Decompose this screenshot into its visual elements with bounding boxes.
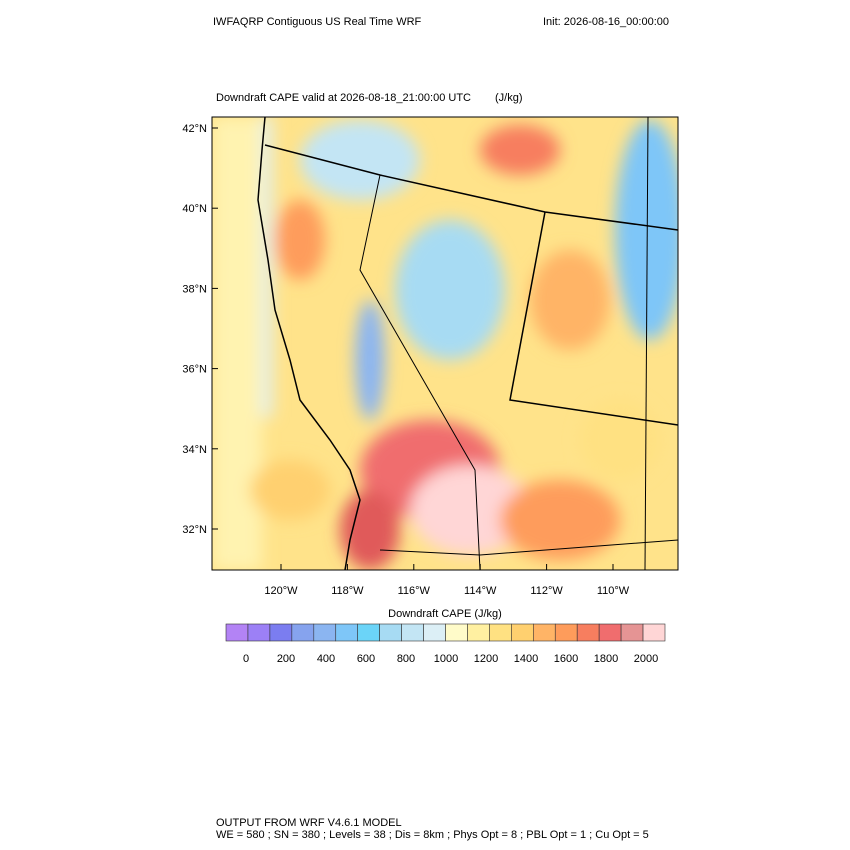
lon-label: 110°W bbox=[597, 585, 630, 597]
lon-label: 120°W bbox=[264, 585, 298, 597]
lat-label: 38°N bbox=[182, 283, 207, 295]
colorbar-box bbox=[379, 623, 402, 642]
units: (J/kg) bbox=[495, 92, 523, 104]
colorbar-box bbox=[357, 623, 380, 642]
colorbar-label: 600 bbox=[357, 653, 375, 665]
colorbar-box bbox=[576, 623, 600, 642]
lat-label: 40°N bbox=[182, 203, 207, 215]
colorbar-box bbox=[445, 623, 468, 642]
lon-label: 116°W bbox=[398, 585, 431, 597]
colorbar-label: 2000 bbox=[634, 653, 658, 665]
lon-label: 118°W bbox=[331, 585, 364, 597]
colorbar-box bbox=[423, 623, 446, 642]
colorbar-label: 1800 bbox=[594, 653, 618, 665]
colorbar-box bbox=[620, 623, 644, 642]
colorbar-label: 400 bbox=[317, 653, 335, 665]
colorbar: 0 200 400 600 800 1000 1200 1400 1600 1800 2000 bbox=[225, 623, 666, 665]
colorbar-box bbox=[489, 623, 512, 642]
lon-label: 114°W bbox=[464, 585, 497, 597]
colorbar-box bbox=[511, 623, 534, 642]
title: IWFAQRP Contiguous US Real Time WRF bbox=[213, 16, 422, 28]
colorbar-label: 1400 bbox=[514, 653, 538, 665]
init-time: Init: 2026-08-16_00:00:00 bbox=[543, 16, 669, 28]
colorbar-box bbox=[554, 623, 578, 642]
colorbar-box bbox=[598, 623, 622, 642]
lat-label: 42°N bbox=[182, 123, 207, 135]
lon-axis: 120°W 118°W 116°W 114°W 112°W 110°W bbox=[264, 564, 630, 597]
colorbar-box bbox=[313, 623, 337, 642]
colorbar-box bbox=[401, 623, 424, 642]
colorbar-label: 800 bbox=[397, 653, 415, 665]
colorbar-box bbox=[247, 623, 271, 642]
colorbar-label: 1000 bbox=[434, 653, 458, 665]
footer-line: OUTPUT FROM WRF V4.6.1 MODEL bbox=[216, 817, 402, 829]
colorbar-box bbox=[291, 623, 315, 642]
colorbar-box bbox=[642, 623, 666, 642]
colorbar-box bbox=[269, 623, 293, 642]
colorbar-title: Downdraft CAPE (J/kg) bbox=[388, 608, 502, 620]
colorbar-label: 200 bbox=[277, 653, 295, 665]
lat-label: 32°N bbox=[182, 524, 207, 536]
colorbar-box bbox=[532, 623, 556, 642]
lon-label: 112°W bbox=[530, 585, 563, 597]
colorbar-label: 0 bbox=[243, 653, 249, 665]
map-frame bbox=[211, 116, 679, 571]
cape-shading bbox=[212, 117, 678, 570]
lat-label: 36°N bbox=[182, 364, 207, 376]
footer-line: WE = 580 ; SN = 380 ; Levels = 38 ; Dis … bbox=[216, 829, 649, 841]
map bbox=[212, 117, 678, 570]
colorbar-box bbox=[467, 623, 490, 642]
lat-label: 34°N bbox=[182, 444, 207, 456]
colorbar-label: 1200 bbox=[474, 653, 498, 665]
borders bbox=[257, 117, 678, 570]
subtitle: Downdraft CAPE valid at 2026-08-18_21:00… bbox=[216, 92, 471, 104]
lat-axis: 42°N 40°N 38°N 36°N 34°N 32°N bbox=[182, 123, 218, 536]
colorbar-box bbox=[335, 623, 359, 642]
colorbar-box bbox=[225, 623, 249, 642]
colorbar-label: 1600 bbox=[554, 653, 578, 665]
